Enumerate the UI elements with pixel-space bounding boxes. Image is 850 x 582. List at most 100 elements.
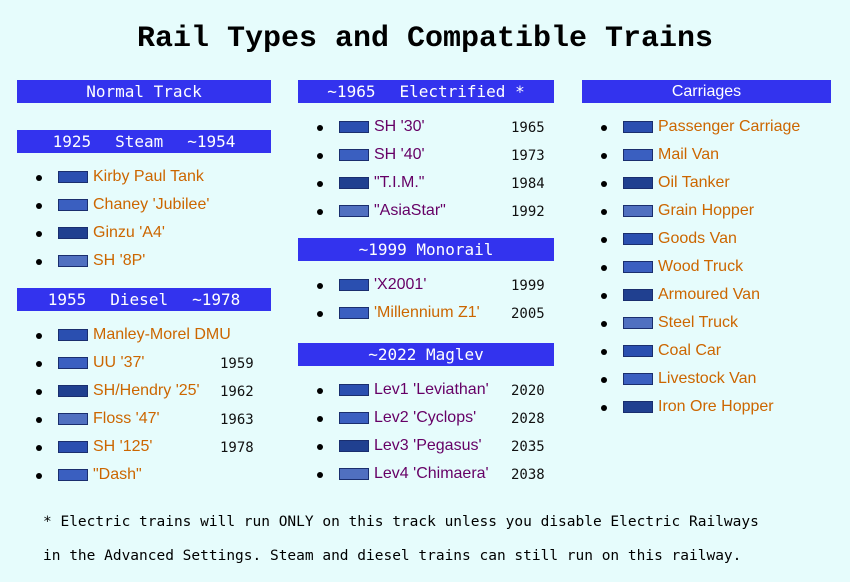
train-icon <box>623 205 653 217</box>
train-link[interactable]: Lev4 'Chimaera' <box>374 465 489 482</box>
page: Rail Types and Compatible Trains * Elect… <box>17 22 831 564</box>
bullet <box>601 181 607 187</box>
header-text: Normal Track <box>86 82 202 101</box>
bullet <box>36 259 42 265</box>
bullet <box>317 311 323 317</box>
train-icon <box>339 279 369 291</box>
bullet <box>317 125 323 131</box>
train-icon <box>58 413 88 425</box>
section-header: 1925 Steam ~1954 <box>17 130 271 153</box>
train-link[interactable]: Lev1 'Leviathan' <box>374 381 489 398</box>
train-icon <box>623 121 653 133</box>
train-icon <box>623 317 653 329</box>
section-header: Carriages <box>582 80 831 103</box>
train-icon <box>58 329 88 341</box>
train-link[interactable]: Armoured Van <box>658 286 760 303</box>
bullet <box>601 125 607 131</box>
section-header: 1955 Diesel ~1978 <box>17 288 271 311</box>
bullet <box>36 389 42 395</box>
train-link[interactable]: "T.I.M." <box>374 174 425 191</box>
train-link[interactable]: Lev2 'Cyclops' <box>374 409 477 426</box>
train-link[interactable]: SH/Hendry '25' <box>93 382 200 399</box>
year: 2005 <box>511 306 545 322</box>
train-icon <box>58 171 88 183</box>
header-text: ~1954 <box>187 132 236 151</box>
bullet <box>317 444 323 450</box>
train-icon <box>339 121 369 133</box>
year: 1963 <box>220 412 254 428</box>
train-link[interactable]: UU '37' <box>93 354 145 371</box>
train-icon <box>58 199 88 211</box>
train-link[interactable]: Ginzu 'A4' <box>93 224 165 241</box>
bullet <box>601 237 607 243</box>
train-link[interactable]: SH '125' <box>93 438 153 455</box>
train-link[interactable]: Oil Tanker <box>658 174 730 191</box>
train-link[interactable]: Passenger Carriage <box>658 118 801 135</box>
train-link[interactable]: "AsiaStar" <box>374 202 446 219</box>
train-link[interactable]: 'Millennium Z1' <box>374 304 480 321</box>
bullet <box>36 203 42 209</box>
train-icon <box>339 307 369 319</box>
train-icon <box>58 227 88 239</box>
header-text: Diesel <box>110 290 169 309</box>
bullet <box>601 405 607 411</box>
bullet <box>317 472 323 478</box>
bullet <box>36 175 42 181</box>
bullet <box>317 181 323 187</box>
bullet <box>36 473 42 479</box>
bullet <box>601 153 607 159</box>
train-icon <box>58 441 88 453</box>
header-text: ~2022 Maglev <box>368 345 484 364</box>
train-icon <box>58 255 88 267</box>
bullet <box>601 377 607 383</box>
train-link[interactable]: 'X2001' <box>374 276 427 293</box>
train-link[interactable]: Floss '47' <box>93 410 160 427</box>
train-link[interactable]: Steel Truck <box>658 314 739 331</box>
train-link[interactable]: "Dash" <box>93 466 142 483</box>
year: 1962 <box>220 384 254 400</box>
bullet <box>601 321 607 327</box>
train-link[interactable]: Manley-Morel DMU <box>93 326 231 343</box>
train-link[interactable]: SH '30' <box>374 118 425 135</box>
header-text: Carriages <box>671 82 742 100</box>
bullet <box>317 209 323 215</box>
train-icon <box>623 261 653 273</box>
train-icon <box>339 440 369 452</box>
bullet <box>317 416 323 422</box>
section-header: ~1965 Electrified * <box>298 80 554 103</box>
header-text: 1925 <box>52 132 92 151</box>
train-link[interactable]: Chaney 'Jubilee' <box>93 196 210 213</box>
train-icon <box>339 149 369 161</box>
section-header: ~2022 Maglev <box>298 343 554 366</box>
year: 1959 <box>220 356 254 372</box>
train-link[interactable]: Iron Ore Hopper <box>658 398 774 415</box>
year: 1973 <box>511 148 545 164</box>
train-icon <box>623 345 653 357</box>
bullet <box>36 231 42 237</box>
header-text: ~1978 <box>192 290 241 309</box>
footnote: * Electric trains will run ONLY on this … <box>43 497 759 582</box>
train-icon <box>623 233 653 245</box>
header-text: 1955 <box>47 290 87 309</box>
train-link[interactable]: SH '40' <box>374 146 425 163</box>
train-link[interactable]: Coal Car <box>658 342 722 359</box>
bullet <box>36 417 42 423</box>
train-link[interactable]: SH '8P' <box>93 252 146 269</box>
header-text: Electrified * <box>399 82 525 101</box>
bullet <box>36 333 42 339</box>
train-link[interactable]: Grain Hopper <box>658 202 755 219</box>
year: 2035 <box>511 439 545 455</box>
section-header: Normal Track <box>17 80 271 103</box>
train-link[interactable]: Livestock Van <box>658 370 757 387</box>
bullet <box>317 153 323 159</box>
train-link[interactable]: Goods Van <box>658 230 737 247</box>
train-link[interactable]: Kirby Paul Tank <box>93 168 204 185</box>
train-icon <box>623 149 653 161</box>
year: 1999 <box>511 278 545 294</box>
train-link[interactable]: Wood Truck <box>658 258 744 275</box>
year: 2028 <box>511 411 545 427</box>
train-link[interactable]: Lev3 'Pegasus' <box>374 437 482 454</box>
train-icon <box>339 384 369 396</box>
header-text: ~1999 Monorail <box>358 240 494 259</box>
train-link[interactable]: Mail Van <box>658 146 720 163</box>
